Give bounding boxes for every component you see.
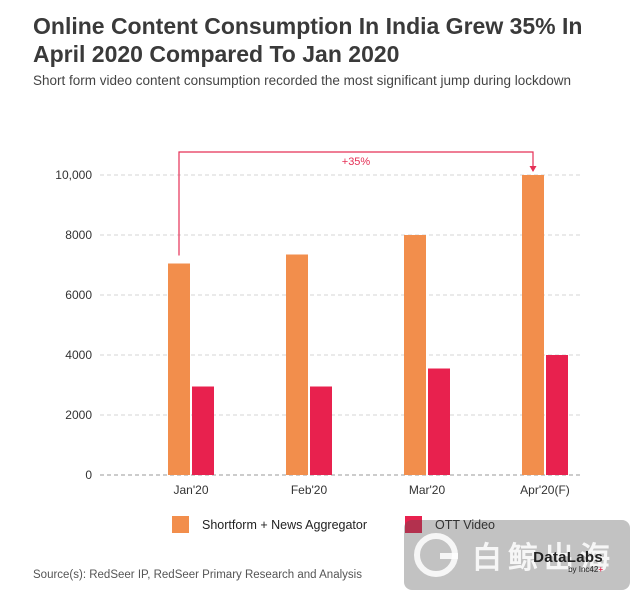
bar-ott-1 <box>310 386 332 475</box>
x-axis-ticks: Jan'20 Feb'20 Mar'20 Apr'20(F) <box>174 483 570 497</box>
x-tick-label: Jan'20 <box>174 483 209 497</box>
y-tick-label: 10,000 <box>55 168 92 182</box>
legend-swatch-shortform <box>172 516 189 533</box>
legend-item-ott: OTT Video <box>405 516 495 533</box>
bar-ott-0 <box>192 386 214 475</box>
legend-swatch-ott <box>405 516 423 533</box>
x-tick-label: Feb'20 <box>291 483 328 497</box>
watermark: 白鲸出海 <box>404 520 630 590</box>
y-tick-label: 2000 <box>65 408 92 422</box>
bars <box>168 175 568 475</box>
legend-label-shortform: Shortform + News Aggregator <box>202 517 368 532</box>
x-tick-label: Apr'20(F) <box>520 483 570 497</box>
legend-item-shortform: Shortform + News Aggregator <box>172 516 367 533</box>
y-tick-label: 6000 <box>65 288 92 302</box>
bar-ott-2 <box>428 368 450 475</box>
bar-shortform-2 <box>404 235 426 475</box>
y-tick-label: 4000 <box>65 348 92 362</box>
bar-shortform-1 <box>286 254 308 475</box>
y-axis-ticks: 0 2000 4000 6000 8000 10,000 <box>55 168 92 482</box>
brand-logo: DataLabs by Inc42+ <box>518 549 603 574</box>
chart-title: Online Content Consumption In India Grew… <box>33 13 583 67</box>
chart-subtitle: Short form video content consumption rec… <box>33 73 572 88</box>
bar-shortform-3 <box>522 175 544 475</box>
bar-chart: 0 2000 4000 6000 8000 10,000 Jan'20 Feb'20 Mar'… <box>55 151 580 497</box>
y-tick-label: 8000 <box>65 228 92 242</box>
brand-byline: by Inc42+ <box>568 565 603 574</box>
y-tick-label: 0 <box>85 468 92 482</box>
bar-ott-3 <box>546 355 568 475</box>
legend: Shortform + News Aggregator OTT Video <box>172 516 533 533</box>
watermark-text: 白鲸出海 <box>472 542 616 575</box>
watermark-logo-icon <box>414 533 458 577</box>
growth-annotation: +35% <box>178 151 537 256</box>
source-note: Source(s): RedSeer IP, RedSeer Primary R… <box>33 569 362 581</box>
growth-bracket <box>178 151 534 256</box>
growth-arrowhead <box>529 166 537 172</box>
x-tick-label: Mar'20 <box>409 483 446 497</box>
brand-name: DataLabs <box>533 549 603 566</box>
bar-shortform-0 <box>168 263 190 475</box>
growth-label: +35% <box>342 156 371 168</box>
legend-label-ott: OTT Video <box>435 517 496 532</box>
